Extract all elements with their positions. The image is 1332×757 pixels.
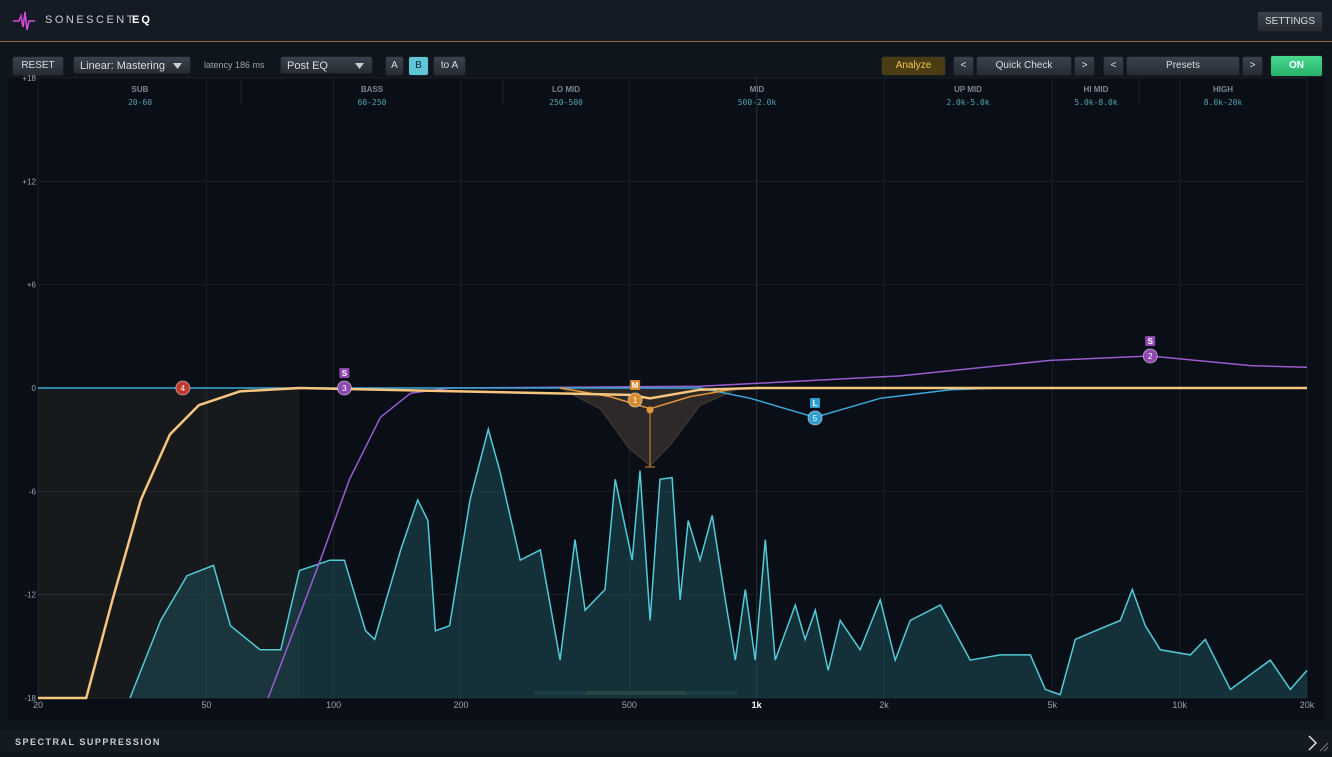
product: EQ: [132, 14, 152, 26]
band-name: HIGH: [1213, 85, 1233, 94]
node-tag: S: [342, 369, 348, 378]
a-button[interactable]: A: [385, 56, 404, 76]
y-tick-label: -12: [24, 591, 36, 600]
node-tag-bg: [1145, 335, 1156, 346]
eq-node[interactable]: [807, 410, 823, 426]
band-range: 2.0k-5.0k: [946, 98, 990, 107]
y-tick-label: +12: [22, 177, 36, 186]
quick-check[interactable]: Quick Check: [976, 56, 1072, 76]
band-name: UP MID: [954, 85, 982, 94]
band-range: 5.0k-8.0k: [1074, 98, 1118, 107]
node-tag-bg: [630, 380, 641, 391]
node-tag: S: [1148, 337, 1154, 346]
node-label: 1: [633, 396, 638, 405]
position-dropdown[interactable]: Post EQ: [280, 56, 373, 74]
brand: SONESCENT: [45, 14, 136, 26]
x-tick-label: 500: [622, 700, 637, 710]
curve: [129, 426, 1308, 699]
b-button[interactable]: B: [408, 56, 429, 76]
node-tag: L: [813, 399, 818, 408]
presets[interactable]: Presets: [1126, 56, 1240, 76]
logo: [13, 11, 35, 31]
eq-node[interactable]: [627, 392, 643, 408]
x-tick-label: 100: [326, 700, 341, 710]
next-button[interactable]: >: [1074, 56, 1095, 76]
y-tick-label: -6: [29, 487, 37, 496]
curve: [38, 386, 1307, 700]
node-label: 4: [181, 384, 186, 393]
caret: [173, 63, 182, 69]
y-tick-label: +6: [27, 281, 37, 290]
node-label: 2: [1148, 352, 1153, 361]
x-tick-label: 10k: [1172, 700, 1187, 710]
x-tick-label: 5k: [1048, 700, 1058, 710]
band-name: HI MID: [1084, 85, 1109, 94]
settings-button[interactable]: SETTINGS: [1257, 11, 1323, 32]
eq-node[interactable]: [336, 380, 352, 396]
to-a-button[interactable]: to A: [433, 56, 466, 76]
x-tick-label: 50: [201, 700, 211, 710]
node-tag-bg: [810, 397, 821, 408]
on-button[interactable]: ON: [1270, 55, 1323, 77]
footer-title: SPECTRAL SUPPRESSION: [15, 737, 161, 747]
eq-node[interactable]: [1142, 348, 1158, 364]
x-tick-label: 2k: [879, 700, 889, 710]
node-tag-bg: [339, 368, 350, 378]
mode-dropdown[interactable]: Linear: Mastering: [73, 56, 191, 74]
y-tick-label: 0: [32, 384, 37, 393]
next-button[interactable]: >: [1242, 56, 1263, 76]
node-label: 3: [342, 384, 347, 393]
latency: latency 186 ms: [204, 60, 265, 70]
y-tick-label: -18: [24, 694, 36, 703]
footer: SPECTRAL SUPPRESSION: [0, 730, 1332, 752]
header: SONESCENT EQ SETTINGS: [0, 0, 1332, 42]
spectrum-area: [129, 429, 1307, 698]
band-name: BASS: [361, 85, 384, 94]
y-tick-label: +18: [22, 74, 36, 83]
analyze-button[interactable]: Analyze: [881, 56, 946, 76]
x-tick-label: 20: [33, 700, 43, 710]
q-dot: [646, 406, 654, 414]
caret: [355, 63, 364, 69]
eq-node[interactable]: [175, 380, 191, 396]
prev-button[interactable]: <: [1103, 56, 1124, 76]
band-name: SUB: [132, 85, 149, 94]
prev-button[interactable]: <: [953, 56, 974, 76]
reset-button[interactable]: RESET: [12, 56, 64, 76]
band-range: 20-60: [128, 98, 152, 107]
band-range: 250-500: [549, 98, 583, 107]
band-name: LO MID: [552, 85, 580, 94]
band-range: 8.0k-20k: [1204, 98, 1243, 107]
x-tick-label: 20k: [1300, 700, 1315, 710]
x-tick-label: 1k: [752, 700, 763, 710]
node-label: 5: [813, 414, 818, 423]
x-tick-label: 200: [453, 700, 468, 710]
node-tag: M: [632, 381, 639, 390]
chevron[interactable]: [1306, 734, 1330, 752]
band-range: 60-250: [358, 98, 387, 107]
